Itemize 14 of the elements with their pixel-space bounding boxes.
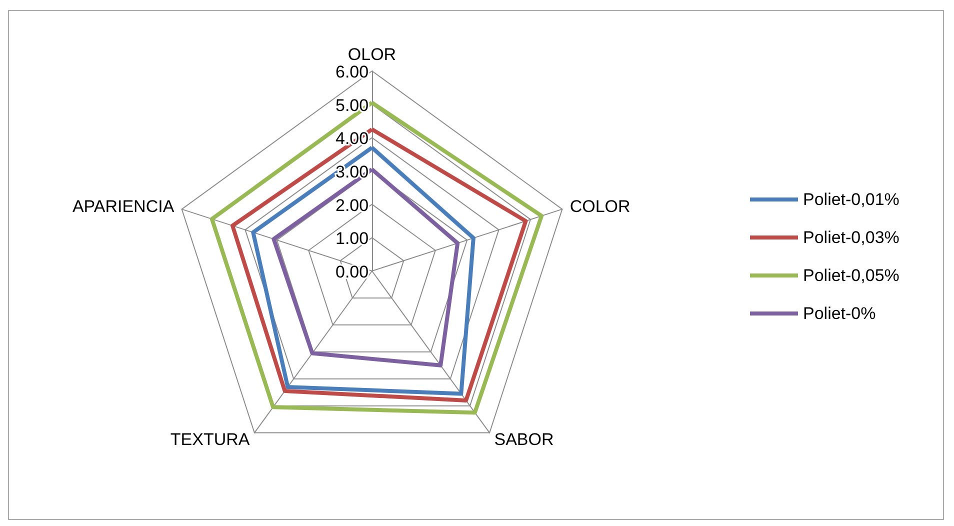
y-tick-label: 6.00 (336, 62, 369, 82)
y-tick-label: 5.00 (336, 96, 369, 115)
spoke-label: COLOR (570, 197, 630, 216)
legend-label: Poliet-0,05% (803, 266, 900, 285)
spoke-label: SABOR (494, 430, 554, 449)
spoke-label: APARIENCIA (72, 197, 175, 216)
y-tick-label: 0.00 (336, 262, 369, 282)
legend-label: Poliet-0,01% (803, 190, 900, 209)
spoke-label: OLOR (348, 45, 396, 64)
legend-label: Poliet-0,03% (803, 228, 900, 247)
y-tick-label: 1.00 (336, 229, 369, 248)
spoke-label: TEXTURA (170, 430, 250, 449)
y-tick-label: 2.00 (336, 196, 369, 215)
legend-label: Poliet-0% (803, 304, 876, 323)
